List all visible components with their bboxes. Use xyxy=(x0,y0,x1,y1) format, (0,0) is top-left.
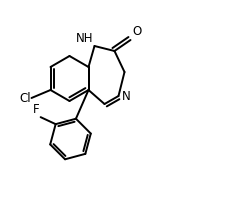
Text: N: N xyxy=(122,90,131,102)
Text: O: O xyxy=(133,25,142,38)
Text: NH: NH xyxy=(76,32,94,45)
Text: Cl: Cl xyxy=(19,92,31,104)
Text: F: F xyxy=(33,103,40,116)
